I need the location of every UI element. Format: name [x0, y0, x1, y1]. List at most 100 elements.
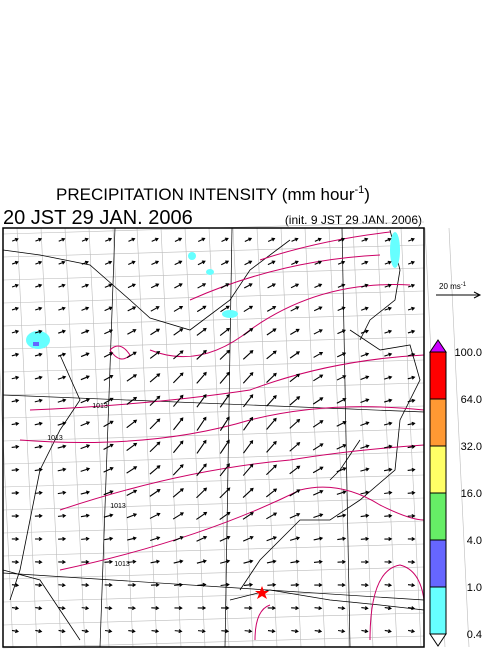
wind-arrow: [290, 328, 300, 336]
wind-arrow: [34, 421, 43, 426]
wind-arrow: [266, 306, 277, 312]
wind-arrow: [103, 397, 114, 405]
wind-arrow: [267, 606, 276, 611]
wind-arrow: [243, 582, 254, 587]
wind-arrow: [58, 260, 66, 265]
wind-arrow: [104, 559, 114, 564]
wind-arrow: [361, 629, 369, 634]
wind-arrow: [384, 375, 393, 380]
wind-arrow: [361, 606, 369, 611]
wind-arrow: [313, 329, 323, 335]
wind-arrow: [197, 260, 206, 266]
colorbar-segment: [429, 539, 447, 588]
wind-arrow: [242, 512, 254, 520]
wind-arrow: [80, 513, 90, 518]
wind-arrow: [34, 329, 43, 334]
wind-arrow: [80, 375, 90, 381]
wind-arrow: [243, 305, 254, 313]
grid-line: [448, 227, 470, 648]
wind-arrow: [174, 606, 183, 611]
grid-line: [136, 227, 158, 648]
wind-arrow: [337, 260, 346, 265]
isobar: [59, 444, 425, 511]
wind-arrow: [337, 283, 346, 288]
wind-arrow: [384, 306, 392, 311]
wind-arrow: [172, 488, 184, 498]
grid-line: [2, 336, 425, 350]
wind-arrow: [384, 583, 393, 588]
wind-arrow: [58, 583, 66, 588]
wind-arrow: [196, 487, 208, 499]
wind-arrow: [35, 283, 43, 288]
contour-label: 1013: [47, 435, 63, 442]
wind-arrow: [313, 536, 324, 541]
wind-arrow: [197, 283, 207, 289]
wind-arrow: [244, 237, 253, 243]
wind-arrow: [220, 305, 230, 313]
wind-arrow: [243, 328, 254, 336]
wind-arrow: [361, 559, 370, 565]
wind-arrow: [384, 606, 392, 611]
wind-arrow: [221, 629, 230, 634]
wind-arrow: [127, 559, 137, 564]
wind-arrow: [150, 559, 161, 564]
wind-arrow: [126, 351, 137, 359]
wind-arrow: [127, 582, 137, 587]
wind-arrow: [383, 398, 393, 403]
wind-arrow: [384, 536, 393, 541]
coastline: [229, 589, 425, 611]
wind-arrow: [151, 237, 159, 242]
wind-arrow: [337, 606, 346, 611]
wind-arrow: [126, 513, 138, 519]
wind-arrow: [81, 283, 90, 288]
wind-arrow: [220, 582, 230, 587]
wind-arrow: [11, 329, 20, 334]
wind-arrow: [58, 237, 66, 242]
grid-line: [232, 227, 254, 648]
colorbar-label: 4.0: [467, 535, 482, 547]
wind-arrow: [336, 352, 347, 358]
wind-arrow: [57, 513, 67, 518]
grid-line: [2, 405, 425, 419]
wind-arrow: [128, 260, 136, 265]
wind-arrow: [11, 490, 20, 495]
wind-arrow: [11, 283, 19, 288]
wind-arrow: [243, 559, 254, 564]
wind-arrow: [81, 629, 90, 634]
wind-arrow: [267, 237, 276, 242]
wind-arrow: [81, 329, 90, 334]
wind-arrow: [11, 629, 20, 634]
grid-line: [2, 589, 425, 603]
wind-arrow: [80, 444, 91, 450]
colorbar-label: 0.4: [467, 629, 482, 641]
wind-arrow: [312, 489, 324, 496]
wind-arrow: [103, 374, 114, 381]
wind-arrow: [291, 629, 299, 634]
wind-arrow: [151, 629, 160, 634]
wind-arrow: [313, 513, 324, 519]
wind-arrow: [126, 442, 138, 451]
wind-arrow: [196, 305, 207, 313]
wind-arrow: [80, 352, 90, 358]
wind-arrow: [173, 305, 184, 312]
wind-arrow: [173, 417, 184, 431]
wind-arrow: [58, 306, 66, 311]
wind-arrow: [337, 559, 346, 564]
contour-label: 1013: [114, 561, 130, 568]
grid-line: [2, 612, 425, 626]
wind-arrow: [360, 513, 370, 518]
wind-arrow: [80, 398, 91, 404]
grid-line: [280, 227, 302, 648]
grid-line: [2, 267, 425, 281]
wind-arrow: [57, 421, 67, 426]
wind-arrow: [312, 420, 324, 428]
colorbar-over: [429, 339, 447, 353]
wind-arrow: [11, 537, 20, 542]
wind-arrow: [150, 283, 160, 289]
wind-arrow: [266, 512, 278, 520]
wind-arrow: [35, 560, 43, 565]
wind-arrow: [289, 536, 301, 541]
wind-arrow: [174, 629, 183, 634]
grid-line: [328, 227, 350, 648]
